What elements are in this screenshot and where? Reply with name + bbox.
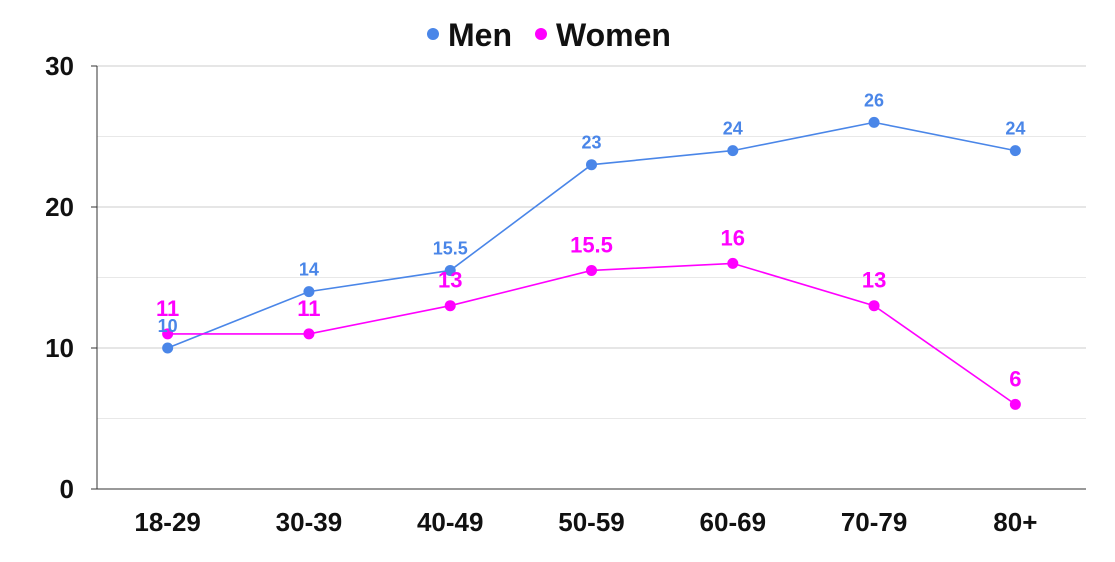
women-data-label: 16 <box>721 225 745 250</box>
legend-marker-men <box>427 28 439 40</box>
men-data-label: 23 <box>581 133 601 153</box>
men-data-point <box>727 145 739 157</box>
men-data-point <box>1009 145 1021 157</box>
women-data-point <box>162 328 174 340</box>
y-tick-label: 10 <box>45 333 74 363</box>
women-data-point <box>586 264 597 276</box>
x-tick-label: 30-39 <box>276 507 343 537</box>
men-data-label: 26 <box>864 90 884 110</box>
women-series-line <box>167 262 1016 406</box>
men-data-point <box>303 286 315 298</box>
x-tick-label: 18-29 <box>134 507 201 537</box>
men-data-label: 24 <box>1005 119 1025 139</box>
legend-marker-women <box>535 28 547 40</box>
men-data-label: 24 <box>723 119 743 139</box>
men-data-point <box>444 264 456 276</box>
axes <box>91 65 1086 490</box>
men-data-point <box>868 116 880 128</box>
x-tick-label: 50-59 <box>558 507 625 537</box>
women-data-label: 6 <box>1009 366 1021 391</box>
legend-item-men: Men <box>427 17 512 53</box>
women-data-point <box>444 300 456 312</box>
women-data-label: 11 <box>297 296 320 321</box>
x-tick-label: 70-79 <box>841 507 908 537</box>
men-data-point <box>162 342 174 354</box>
legend-label-women: Women <box>556 17 671 53</box>
men-data-point <box>586 159 597 171</box>
x-tick-label: 40-49 <box>417 507 484 537</box>
women-data-point <box>868 300 880 312</box>
y-tick-label: 30 <box>45 51 74 81</box>
legend-label-men: Men <box>448 17 512 53</box>
x-tick-label: 60-69 <box>700 507 767 537</box>
women-data-label: 13 <box>438 268 462 293</box>
x-tick-label: 80+ <box>993 507 1037 537</box>
y-tick-labels: 0 10 20 30 <box>45 51 74 504</box>
women-data-point <box>303 328 315 340</box>
women-data-label: 13 <box>862 268 886 293</box>
y-tick-label: 20 <box>45 192 74 222</box>
y-tick-label: 0 <box>60 474 74 504</box>
legend: Men Women <box>427 17 671 53</box>
gridlines <box>97 65 1086 419</box>
women-data-point <box>727 257 739 269</box>
men-data-label: 10 <box>158 316 178 336</box>
series <box>162 116 1021 410</box>
legend-item-women: Women <box>535 17 671 53</box>
men-data-label: 15.5 <box>433 238 468 258</box>
x-tick-labels: 18-29 30-39 40-49 50-59 60-69 70-79 80+ <box>134 507 1037 537</box>
data-labels: 10 14 15.5 23 24 26 24 11 11 13 15.5 16 13 6 <box>156 90 1025 391</box>
women-data-point <box>1009 398 1021 410</box>
men-data-label: 14 <box>299 260 319 280</box>
women-data-label: 11 <box>156 296 179 321</box>
women-data-label: 15.5 <box>570 232 613 257</box>
